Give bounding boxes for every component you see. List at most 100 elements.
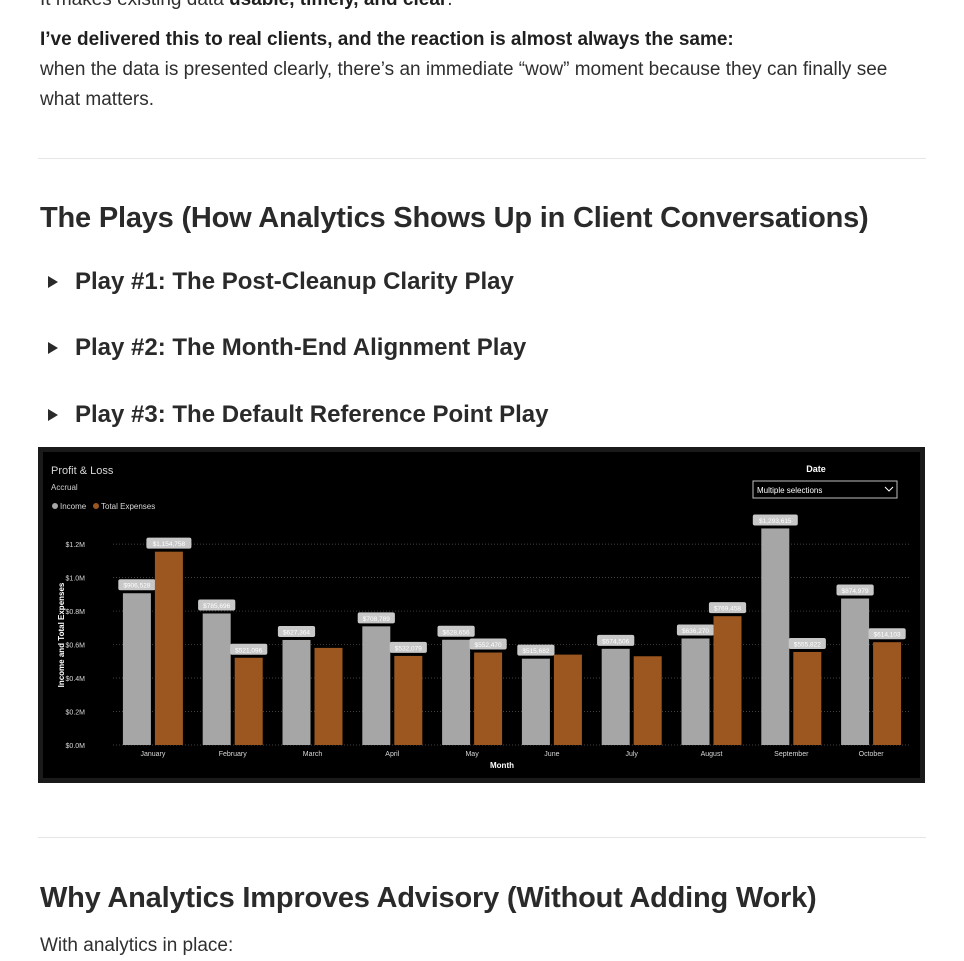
bar-expenses xyxy=(633,656,662,745)
bar-expenses xyxy=(314,647,343,745)
profit-loss-chart: Profit & Loss Accrual Income Total Expen… xyxy=(38,447,925,783)
data-label: $555,822 xyxy=(794,641,821,648)
data-label-bg xyxy=(752,514,798,526)
bar-income xyxy=(202,613,231,745)
expand-triangle-icon xyxy=(48,342,58,354)
data-label-bg xyxy=(437,625,475,637)
x-tick-label: July xyxy=(625,751,638,758)
play-1-toggle[interactable]: Play #1: The Post-Cleanup Clarity Play xyxy=(48,268,514,296)
bar-expenses xyxy=(234,657,263,745)
plot-area: $0.0M $0.2M $0.4M $0.6M $0.8M $1.0M $1.2M $906,… xyxy=(66,514,911,758)
legend-expenses-label: Total Expenses xyxy=(101,502,155,511)
bar-income xyxy=(122,593,151,745)
bar-expenses xyxy=(474,652,503,745)
bar-expenses xyxy=(394,655,423,745)
y-axis-title: Income and Total Expenses xyxy=(57,582,66,687)
data-label-bg xyxy=(277,625,316,637)
play-2-toggle[interactable]: Play #2: The Month-End Alignment Play xyxy=(48,334,526,362)
intro-cutoff-prefix: It makes existing data xyxy=(40,0,229,10)
data-label-bg xyxy=(836,584,874,596)
data-label: $769,458 xyxy=(714,606,741,613)
bar-income xyxy=(442,639,471,745)
x-tick-label: August xyxy=(701,751,723,758)
data-label-bg xyxy=(788,637,826,649)
data-label: $636,270 xyxy=(682,628,709,635)
y-tick-label: $1.2M xyxy=(66,542,86,549)
y-tick-label: $0.8M xyxy=(66,609,86,616)
data-label-bg xyxy=(676,624,715,636)
section-divider xyxy=(38,158,926,159)
bar-income xyxy=(761,528,790,745)
bar-income xyxy=(601,648,630,745)
y-tick-label: $1.0M xyxy=(66,576,86,583)
x-tick-label: October xyxy=(859,751,885,758)
data-label-bg xyxy=(868,628,906,640)
bar-income xyxy=(362,626,391,745)
x-tick-label: June xyxy=(544,751,559,758)
data-label-bg xyxy=(597,634,635,646)
data-label-bg xyxy=(357,612,395,624)
data-label: $1,154,758 xyxy=(153,541,186,548)
delivered-paragraph: I’ve delivered this to real clients, and… xyxy=(40,25,930,115)
play-1-title: Play #1: The Post-Cleanup Clarity Play xyxy=(75,268,514,295)
chevron-down-icon xyxy=(884,486,894,492)
delivered-text: when the data is presented clearly, ther… xyxy=(40,59,888,110)
data-label: $552,470 xyxy=(475,642,502,649)
y-tick-label: $0.2M xyxy=(66,710,86,717)
data-label-bg xyxy=(146,537,192,549)
y-tick-label: $0.4M xyxy=(66,676,86,683)
data-label-bg xyxy=(230,643,268,655)
data-label: $708,789 xyxy=(363,616,390,623)
bar-expenses xyxy=(793,651,822,745)
data-label: $628,656 xyxy=(443,629,470,636)
x-tick-label: April xyxy=(385,751,399,758)
chart-title: Profit & Loss xyxy=(51,465,114,477)
x-tick-label: January xyxy=(140,751,165,758)
x-tick-label: September xyxy=(774,751,809,758)
date-filter-value: Multiple selections xyxy=(757,486,822,495)
x-tick-label: March xyxy=(303,751,323,758)
why-cutoff-text: With analytics in place: xyxy=(40,935,234,956)
bar-income xyxy=(282,639,311,745)
legend-income-label: Income xyxy=(60,502,87,511)
bar-income xyxy=(521,658,550,745)
bar-expenses xyxy=(154,551,183,745)
data-label: $906,528 xyxy=(123,583,150,590)
date-filter-dropdown[interactable]: Multiple selections xyxy=(752,480,898,499)
data-label-bg xyxy=(118,579,156,591)
expand-triangle-icon xyxy=(48,276,58,288)
x-axis-title: Month xyxy=(490,761,514,770)
bar-expenses xyxy=(553,654,582,745)
intro-cutoff-text: It makes existing data usable, timely, a… xyxy=(40,0,930,15)
data-label-bg xyxy=(708,602,747,614)
data-label: $532,079 xyxy=(395,645,422,652)
data-label: $521,096 xyxy=(235,647,262,654)
chart-subtitle: Accrual xyxy=(51,483,78,492)
y-tick-label: $0.6M xyxy=(66,643,86,650)
y-tick-label: $0.0M xyxy=(66,743,86,750)
data-label: $1,293,615 xyxy=(759,518,792,525)
data-label: $785,696 xyxy=(203,603,230,610)
intro-cutoff-bold: usable, timely, and clear xyxy=(229,0,447,10)
data-label: $627,364 xyxy=(283,629,310,636)
play-3-toggle[interactable]: Play #3: The Default Reference Point Pla… xyxy=(48,401,549,429)
data-label-bg xyxy=(469,638,507,650)
delivered-bold-line: I’ve delivered this to real clients, and… xyxy=(40,29,734,50)
bar-expenses xyxy=(873,642,902,745)
x-tick-label: February xyxy=(219,751,248,758)
plays-heading: The Plays (How Analytics Shows Up in Cli… xyxy=(40,202,869,234)
bar-expenses xyxy=(713,616,742,745)
data-label-bg xyxy=(517,644,555,656)
data-label: $874,979 xyxy=(842,588,869,595)
data-label-bg xyxy=(389,641,427,653)
chart-canvas: Profit & Loss Accrual Income Total Expen… xyxy=(51,464,911,770)
section-divider-2 xyxy=(38,837,926,838)
intro-cutoff-suffix: . xyxy=(447,0,452,10)
play-3-title: Play #3: The Default Reference Point Pla… xyxy=(75,401,549,428)
date-filter-title: Date xyxy=(806,464,826,474)
legend-income-swatch xyxy=(52,503,58,509)
expand-triangle-icon xyxy=(48,409,58,421)
bar-income xyxy=(841,598,870,745)
data-label: $515,682 xyxy=(522,648,549,655)
data-label-bg xyxy=(198,599,236,611)
